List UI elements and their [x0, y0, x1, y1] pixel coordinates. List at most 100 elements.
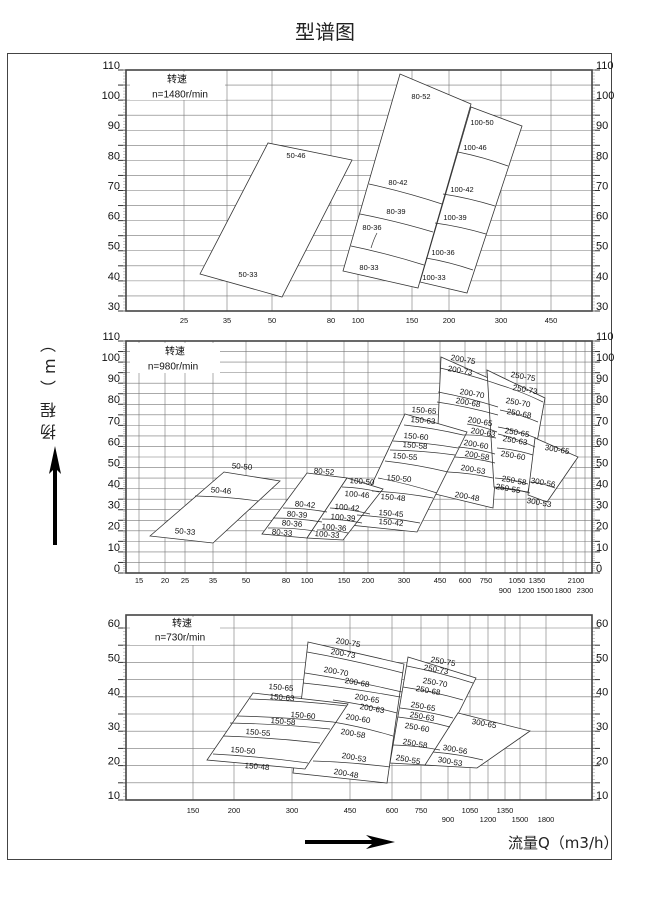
x-tick-label: 100: [301, 576, 314, 585]
x-tick-label: 600: [459, 576, 472, 585]
y-tick-label: 100: [102, 352, 120, 364]
y-tick-label: 30: [108, 721, 120, 733]
model-label: 150-63: [269, 692, 295, 703]
model-label: 250-75: [430, 655, 457, 668]
model-label: 300-56: [530, 476, 557, 489]
y-tick-label: 100: [102, 90, 120, 102]
x-tick-label: 100: [352, 316, 365, 325]
impeller-curve: [457, 151, 509, 167]
impeller-curve: [321, 518, 363, 524]
x-tick-label: 200: [443, 316, 456, 325]
impeller-curve: [316, 529, 349, 534]
model-label: 80-42: [388, 178, 407, 187]
x-tick-label: 20: [161, 576, 169, 585]
model-label: 200-75: [450, 353, 477, 366]
model-label: 80-52: [411, 92, 430, 101]
model-label: 100-36: [431, 248, 454, 257]
model-label: 250-75: [510, 370, 537, 383]
impeller-curve: [402, 686, 464, 701]
impeller-curve: [212, 753, 309, 764]
y-tick-label: 10: [108, 790, 120, 802]
impeller-curve: [466, 423, 498, 433]
y-tick-label-right: 100: [596, 90, 614, 102]
y-tick-label: 50: [108, 241, 120, 253]
model-label: 200-53: [341, 751, 368, 764]
model-label: 150-55: [392, 451, 418, 462]
model-label: 100-33: [422, 273, 445, 282]
y-tick-label: 60: [108, 211, 120, 223]
impeller-curve: [499, 384, 544, 403]
model-label: 80-36: [362, 223, 381, 232]
model-label: 250-63: [409, 710, 436, 723]
impeller-curve: [368, 183, 443, 205]
model-label: 200-65: [467, 415, 494, 428]
model-label: 250-65: [504, 426, 531, 439]
x-tick-label: 35: [209, 576, 217, 585]
model-label: 200-68: [344, 676, 371, 689]
model-label: 250-68: [415, 684, 442, 697]
model-label: 200-63: [359, 702, 386, 715]
impeller-curve: [462, 434, 497, 439]
speed-label-box: [130, 72, 225, 100]
impeller-curve: [425, 257, 474, 271]
x-tick-label: 600: [386, 806, 399, 815]
model-label: 100-39: [443, 213, 466, 222]
x-tick-label: 1500: [512, 815, 529, 824]
impeller-curve: [236, 715, 334, 723]
x-tick-label: 1350: [529, 576, 546, 585]
model-label: 50-33: [238, 270, 257, 279]
model-label: 250-60: [404, 721, 431, 734]
impeller-curve: [194, 495, 259, 502]
x-tick-label: 150: [338, 576, 351, 585]
y-tick-label: 30: [108, 301, 120, 313]
y-tick-label-right: 100: [596, 352, 614, 364]
x-tick-label: 1800: [555, 586, 572, 595]
impeller-curve: [312, 760, 391, 768]
x-tick-label: 80: [327, 316, 335, 325]
impeller-curve: [392, 744, 441, 751]
y-tick-label-right: 70: [596, 415, 608, 427]
x-tick-label: 1500: [537, 586, 554, 595]
model-label: 200-73: [330, 647, 357, 660]
model-label: 200-65: [354, 692, 381, 705]
model-label: 300-53: [437, 755, 464, 768]
model-label: 150-42: [378, 517, 404, 528]
model-label: 80-33: [359, 263, 378, 272]
y-axis-label: 扬程（m）: [40, 330, 59, 440]
pump-region: [149, 471, 281, 544]
y-tick-label: 10: [108, 542, 120, 554]
y-tick-label: 0: [114, 563, 120, 575]
impeller-curve: [302, 682, 401, 698]
y-tick-label-right: 50: [596, 652, 608, 664]
impeller-curve: [370, 232, 378, 249]
plot-frame: [125, 614, 593, 801]
x-tick-label: 25: [180, 316, 188, 325]
x-tick-label: 750: [415, 806, 428, 815]
model-label: 250-70: [422, 676, 449, 689]
x-tick-label: 2100: [568, 576, 585, 585]
y-tick-label: 30: [108, 500, 120, 512]
impeller-curve: [332, 721, 394, 737]
model-label: 250-58: [501, 474, 528, 487]
y-tick-label: 70: [108, 415, 120, 427]
speed-label-box: [130, 617, 220, 645]
x-tick-label: 750: [480, 576, 493, 585]
model-label: 80-39: [386, 207, 405, 216]
impeller-curve: [529, 481, 556, 489]
model-label: 200-60: [345, 712, 372, 725]
model-label: 150-60: [290, 710, 316, 721]
y-tick-label: 80: [108, 150, 120, 162]
model-label: 200-58: [340, 727, 367, 740]
model-label: 100-33: [314, 529, 340, 540]
plot-frame: [125, 340, 593, 574]
model-label: 80-36: [281, 518, 303, 529]
y-tick-label-right: 0: [596, 563, 602, 575]
x-tick-label: 1200: [480, 815, 497, 824]
y-tick-label: 90: [108, 373, 120, 385]
y-tick-label: 60: [108, 436, 120, 448]
pump-region: [419, 106, 523, 294]
model-label: 200-60: [463, 438, 490, 451]
y-tick-label-right: 90: [596, 120, 608, 132]
model-label: 250-68: [506, 407, 533, 420]
